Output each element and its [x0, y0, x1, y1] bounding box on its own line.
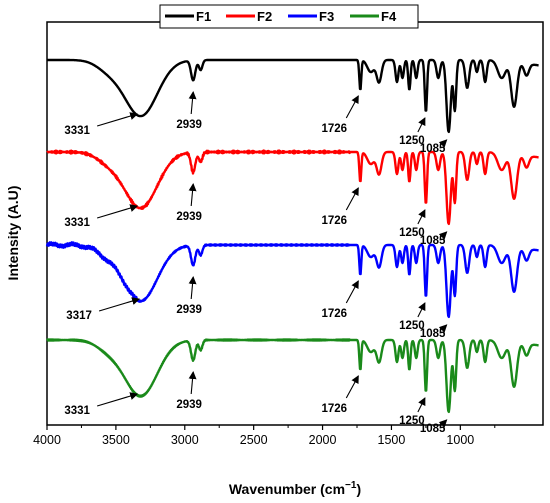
x-axis-title-main: Wavenumber (cm: [229, 481, 345, 497]
annotation-label-f1-3331: 3331: [64, 125, 90, 137]
x-tick-label-2500: 2500: [240, 433, 268, 447]
annotation-label-f4-1250: 1250: [399, 415, 425, 427]
annotation-arrow-f1-1250: [417, 117, 426, 133]
annotation-label-f3-1726: 1726: [322, 308, 348, 320]
annotation-arrow-f4-1726: [345, 375, 359, 399]
annotation-label-f4-2939: 2939: [176, 399, 202, 411]
x-tick-label-3000: 3000: [171, 433, 199, 447]
annotation-label-f4-1726: 1726: [322, 403, 348, 415]
annotation-label-f1-1726: 1726: [322, 123, 348, 135]
annotation-arrow-f3-1726: [345, 280, 359, 304]
annotation-label-f1-2939: 2939: [176, 119, 202, 131]
annotation-label-f2-1250: 1250: [399, 227, 425, 239]
annotation-label-f3-1085: 1085: [420, 328, 446, 340]
x-tick-label-1000: 1000: [446, 433, 474, 447]
y-axis-title: Intensity (A.U): [5, 186, 21, 281]
x-tick-label-4000: 4000: [33, 433, 61, 447]
annotation-arrow-f1-3331: [97, 112, 139, 127]
annotation-arrow-f1-1726: [345, 95, 359, 119]
x-axis-title: Wavenumber (cm−1): [229, 480, 361, 497]
annotation-arrow-f4-2939: [188, 371, 197, 395]
annotation-arrow-f2-1726: [345, 187, 359, 211]
annotation-arrow-f1-2939: [188, 91, 197, 115]
x-tick-label-2000: 2000: [309, 433, 337, 447]
annotation-label-f1-1250: 1250: [399, 135, 425, 147]
annotation-arrow-f3-1085: [438, 324, 448, 333]
annotation-arrow-f1-1085: [438, 139, 448, 148]
annotation-label-f2-1726: 1726: [322, 215, 348, 227]
legend-label-f1: F1: [196, 9, 211, 24]
annotation-arrow-f4-1085: [438, 419, 448, 428]
legend: F1 F2 F3 F4: [159, 4, 419, 29]
annotation-label-f3-3317: 3317: [66, 310, 92, 322]
legend-label-f4: F4: [381, 9, 397, 24]
annotation-arrow-f3-2939: [188, 276, 197, 300]
annotation-arrow-f4-1250: [417, 397, 426, 413]
legend-label-f2: F2: [257, 9, 272, 24]
annotation-label-f1-1085: 1085: [420, 143, 446, 155]
annotation-label-f2-3331: 3331: [64, 217, 90, 229]
x-axis-title-close: ): [356, 481, 361, 497]
x-tick-label-3500: 3500: [102, 433, 130, 447]
annotation-arrow-f3-3317: [98, 297, 141, 312]
annotation-arrow-f2-1085: [438, 231, 448, 240]
annotation-arrow-f3-1250: [417, 302, 426, 318]
x-tick-label-1500: 1500: [378, 433, 406, 447]
annotation-label-f2-1085: 1085: [420, 235, 446, 247]
x-axis: 4000 3500 3000 2500 2000 1500 1000: [33, 425, 496, 447]
series-line-f2: [46, 149, 540, 226]
annotation-arrow-f2-1250: [417, 209, 426, 225]
annotation-label-f4-1085: 1085: [420, 423, 446, 435]
x-axis-title-superscript: −1: [345, 480, 357, 491]
series-layer: [45, 58, 540, 414]
annotation-arrow-f2-2939: [188, 183, 197, 207]
series-line-f1: [46, 58, 540, 134]
series-line-f3: [45, 241, 540, 319]
annotation-label-f3-1250: 1250: [399, 320, 425, 332]
legend-label-f3: F3: [319, 9, 334, 24]
series-line-f4: [45, 338, 540, 414]
annotation-arrow-f2-3331: [97, 204, 139, 219]
annotation-label-f4-3331: 3331: [64, 405, 90, 417]
annotation-label-f2-2939: 2939: [176, 211, 202, 223]
annotation-arrow-f4-3331: [97, 392, 139, 407]
annotation-label-f3-2939: 2939: [176, 304, 202, 316]
